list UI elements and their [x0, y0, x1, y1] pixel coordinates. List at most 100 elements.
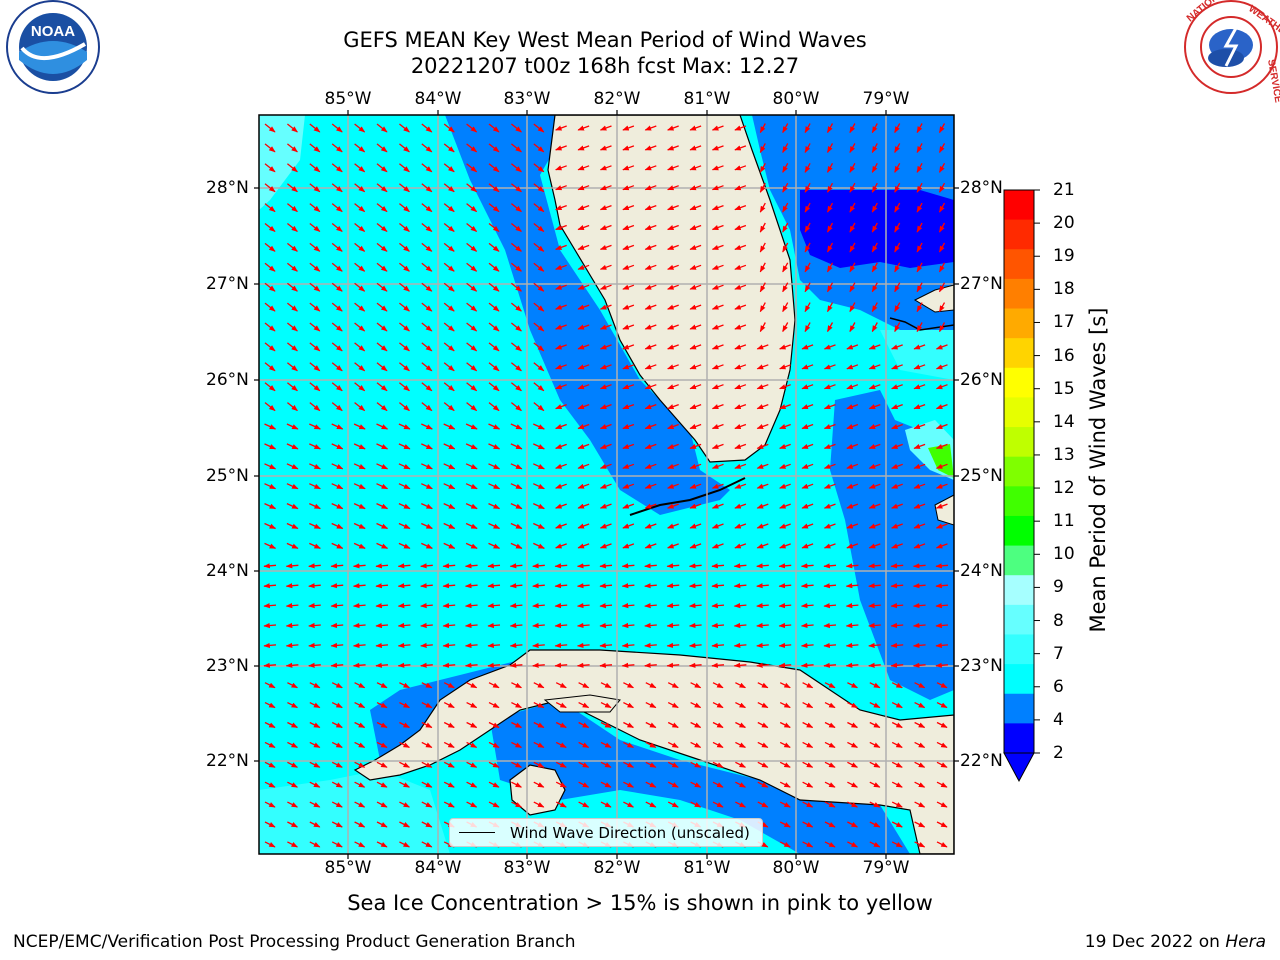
wind-wave-arrow [845, 642, 859, 649]
wind-wave-arrow [916, 162, 923, 173]
wind-wave-arrow [421, 322, 433, 332]
wind-wave-arrow [622, 284, 635, 290]
wind-wave-arrow [935, 523, 948, 529]
wind-wave-arrow [264, 522, 277, 530]
wind-wave-arrow [890, 662, 904, 668]
wind-wave-arrow [623, 761, 634, 768]
lon-label-bottom-81w: 81°W [683, 858, 731, 878]
wind-wave-arrow [510, 242, 522, 252]
wind-wave-arrow [331, 203, 343, 213]
wind-wave-arrow [800, 603, 814, 609]
wind-wave-arrow [756, 622, 769, 629]
wind-wave-arrow [890, 603, 904, 609]
wind-wave-arrow [577, 443, 590, 450]
wind-wave-arrow [868, 403, 881, 410]
wind-wave-arrow [667, 761, 679, 768]
wind-wave-arrow [622, 443, 635, 450]
wind-wave-arrow [734, 165, 747, 171]
wind-wave-arrow [533, 463, 545, 470]
wind-wave-arrow [510, 423, 523, 430]
wind-wave-arrow [894, 222, 901, 233]
wind-wave-arrow [555, 145, 567, 151]
wind-wave-arrow [778, 563, 792, 569]
wind-wave-arrow [466, 741, 478, 748]
sea-ice-note: Sea Ice Concentration > 15% is shown in … [347, 891, 933, 915]
wind-wave-arrow [555, 304, 567, 310]
wind-wave-arrow [376, 741, 388, 748]
wind-wave-arrow [309, 443, 321, 450]
wind-wave-arrow [286, 503, 299, 510]
colorbar-swatch [1004, 427, 1034, 458]
wind-wave-arrow [397, 583, 411, 589]
wind-wave-arrow [894, 123, 901, 134]
wind-wave-arrow [398, 522, 411, 530]
colorbar-swatch [1004, 515, 1034, 547]
wind-wave-arrow [935, 344, 948, 350]
wind-wave-arrow [868, 622, 881, 629]
wind-wave-arrow [938, 143, 946, 153]
wind-wave-arrow [466, 761, 478, 768]
wind-wave-arrow [782, 182, 789, 193]
wind-wave-arrow [846, 523, 859, 529]
wind-wave-arrow [800, 622, 814, 629]
wind-wave-arrow [354, 123, 366, 133]
lon-label-top-80w: 80°W [772, 89, 820, 109]
wind-wave-arrow [442, 642, 456, 649]
wind-wave-arrow [577, 185, 590, 191]
wind-wave-arrow [667, 543, 679, 549]
wind-wave-arrow [849, 202, 856, 213]
wind-wave-arrow [711, 224, 724, 231]
wind-wave-arrow [644, 304, 657, 310]
wind-wave-arrow [487, 642, 501, 649]
wind-wave-arrow [533, 163, 545, 173]
wind-wave-arrow [938, 262, 946, 273]
wind-wave-arrow [578, 702, 590, 709]
wind-wave-arrow [354, 741, 366, 748]
wind-wave-arrow [287, 781, 298, 788]
wind-wave-arrow [759, 123, 766, 134]
wind-wave-arrow [645, 682, 657, 689]
wind-wave-arrow [622, 264, 635, 270]
wind-wave-arrow [309, 402, 321, 412]
wind-wave-arrow [644, 583, 657, 589]
wind-wave-arrow [914, 682, 926, 689]
wind-wave-arrow [376, 503, 389, 510]
wind-wave-arrow [871, 182, 878, 193]
wind-wave-arrow [712, 702, 724, 709]
wind-wave-arrow [510, 183, 522, 193]
wind-wave-arrow [644, 503, 657, 509]
wind-wave-arrow [849, 262, 856, 273]
wind-wave-arrow [757, 721, 769, 729]
wind-wave-arrow [533, 741, 545, 748]
wind-wave-arrow [264, 242, 276, 252]
wind-wave-arrow [577, 204, 590, 211]
wind-wave-arrow [826, 302, 834, 313]
wind-wave-arrow [308, 563, 321, 569]
wind-wave-arrow [846, 364, 859, 370]
wind-wave-arrow [443, 801, 455, 808]
map-legend: Wind Wave Direction (unscaled) [449, 818, 763, 847]
wind-wave-arrow [802, 761, 814, 768]
wind-wave-arrow [756, 483, 769, 489]
wind-wave-arrow [871, 222, 878, 233]
wind-wave-arrow [397, 642, 411, 649]
wind-wave-arrow [782, 202, 789, 213]
wind-wave-arrow [599, 224, 612, 231]
wind-wave-arrow [622, 483, 635, 489]
wind-wave-arrow [533, 262, 545, 272]
wind-wave-arrow [689, 165, 702, 171]
wind-wave-arrow [398, 443, 411, 450]
wind-wave-arrow [759, 282, 766, 293]
wind-wave-arrow [935, 463, 948, 469]
wind-wave-arrow [577, 304, 590, 310]
wind-wave-arrow [845, 603, 859, 609]
wind-wave-arrow [352, 603, 366, 609]
wind-wave-arrow [779, 543, 791, 549]
wind-wave-arrow [488, 382, 500, 392]
lat-label-right-22n: 22°N [960, 751, 1003, 771]
wind-wave-arrow [868, 364, 881, 370]
wind-wave-arrow [913, 503, 926, 509]
wind-wave-arrow [913, 384, 926, 390]
wind-wave-arrow [577, 503, 590, 509]
wind-wave-arrow [735, 801, 746, 808]
